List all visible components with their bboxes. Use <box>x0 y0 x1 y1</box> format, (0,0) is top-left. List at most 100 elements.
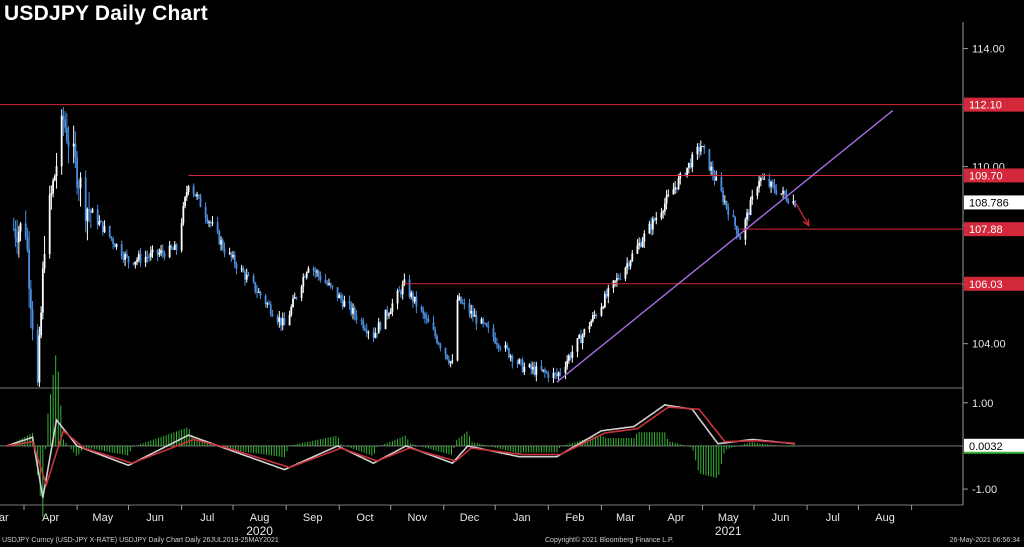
level-tag-0-bg <box>964 97 1024 112</box>
candle-body-140 <box>348 300 351 304</box>
candle-body-42 <box>112 238 114 244</box>
price-tick-label-5: 114.00 <box>972 44 1005 56</box>
candle-body-193 <box>473 314 476 317</box>
candle-body-290 <box>708 149 711 171</box>
candle-body-71 <box>182 205 185 224</box>
candle-body-167 <box>412 292 414 302</box>
candle-body-239 <box>583 329 586 336</box>
candle-body-9 <box>31 309 34 330</box>
candle-body-139 <box>343 300 346 307</box>
footer-copyright: Copyright© 2021 Bloomberg Finance L.P. <box>545 537 674 544</box>
month-label-13: Apr <box>667 512 684 524</box>
candle-body-278 <box>677 178 680 189</box>
candle-body-182 <box>448 359 450 364</box>
candle-body-19 <box>55 166 58 177</box>
candle-body-28 <box>77 187 80 189</box>
candle-body-68 <box>173 244 176 250</box>
candle-body-164 <box>403 279 406 285</box>
candle-body-56 <box>146 256 149 258</box>
projection-arrow-head <box>802 218 810 227</box>
candle-body-92 <box>232 255 234 258</box>
candle-body-190 <box>468 303 471 314</box>
macd-last-tag-bg <box>964 438 1024 453</box>
candle-body-153 <box>377 322 380 334</box>
candle-body-21 <box>62 115 65 120</box>
candle-body-280 <box>684 173 687 176</box>
candle-body-279 <box>679 173 682 179</box>
candle-body-44 <box>115 243 118 248</box>
candle-body-29 <box>79 177 82 188</box>
candle-body-272 <box>663 203 666 212</box>
candle-body-171 <box>422 310 425 314</box>
candle-body-77 <box>196 194 198 197</box>
candle-body-288 <box>701 146 704 148</box>
candle-body-101 <box>254 282 257 292</box>
candle-body-69 <box>175 244 178 251</box>
candle-body-172 <box>424 313 426 319</box>
candle-body-260 <box>636 245 639 254</box>
candle-body-67 <box>172 248 174 250</box>
month-label-15: Jun <box>772 512 790 524</box>
candle-body-297 <box>723 201 726 203</box>
candle-body-51 <box>134 261 137 265</box>
candle-body-90 <box>228 252 231 254</box>
candle-body-209 <box>511 355 514 363</box>
candle-body-191 <box>470 310 473 314</box>
candle-body-233 <box>569 355 572 358</box>
candle-body-176 <box>434 329 437 337</box>
candle-body-175 <box>432 322 435 330</box>
candle-body-179 <box>439 344 442 349</box>
candle-body-35 <box>96 209 99 225</box>
candle-body-125 <box>312 268 315 271</box>
month-label-11: Feb <box>565 512 584 524</box>
candle-body-97 <box>244 272 246 280</box>
candle-body-138 <box>341 299 344 307</box>
candle-body-211 <box>518 359 521 364</box>
candle-body-39 <box>103 225 106 233</box>
candle-body-46 <box>122 256 125 260</box>
month-label-4: Jul <box>200 512 214 524</box>
candle-body-225 <box>552 372 555 378</box>
candle-body-54 <box>139 253 142 263</box>
candle-body-7 <box>28 249 31 289</box>
candle-body-178 <box>437 342 440 345</box>
candle-body-266 <box>650 223 653 230</box>
candle-body-194 <box>475 314 478 324</box>
candle-body-102 <box>256 291 258 293</box>
candle-body-315 <box>768 178 771 187</box>
candle-body-216 <box>530 364 533 370</box>
candle-body-246 <box>602 307 605 309</box>
candle-body-145 <box>360 319 363 321</box>
candle-body-148 <box>365 330 368 333</box>
candle-body-63 <box>161 250 164 254</box>
candle-body-275 <box>672 189 675 195</box>
candle-body-310 <box>756 187 759 196</box>
candle-body-105 <box>264 295 267 305</box>
candle-body-198 <box>485 323 488 327</box>
candle-body-295 <box>720 177 723 191</box>
candle-body-200 <box>492 327 495 338</box>
candle-body-183 <box>449 361 452 364</box>
candle-body-277 <box>675 187 678 189</box>
candle-body-86 <box>218 231 221 245</box>
year-label-1: 2021 <box>715 524 742 538</box>
candle-body-235 <box>576 338 579 352</box>
candle-body-299 <box>727 207 730 216</box>
chart-title: USDJPY Daily Chart <box>4 2 208 25</box>
candle-body-323 <box>785 194 788 201</box>
candle-body-166 <box>410 292 413 297</box>
candle-body-187 <box>460 296 462 304</box>
candle-body-219 <box>535 366 538 375</box>
candle-body-268 <box>653 218 656 221</box>
candle-body-251 <box>614 280 617 282</box>
candle-body-78 <box>197 194 200 197</box>
candle-body-213 <box>521 360 524 373</box>
last-price-tag-label: 108.786 <box>969 197 1009 209</box>
candle-body-320 <box>780 193 783 195</box>
candle-body-197 <box>484 323 486 325</box>
candle-body-259 <box>631 253 634 261</box>
candle-body-257 <box>627 263 630 267</box>
candle-body-205 <box>504 344 507 349</box>
candle-body-273 <box>665 195 668 204</box>
candle-body-25 <box>72 143 75 147</box>
